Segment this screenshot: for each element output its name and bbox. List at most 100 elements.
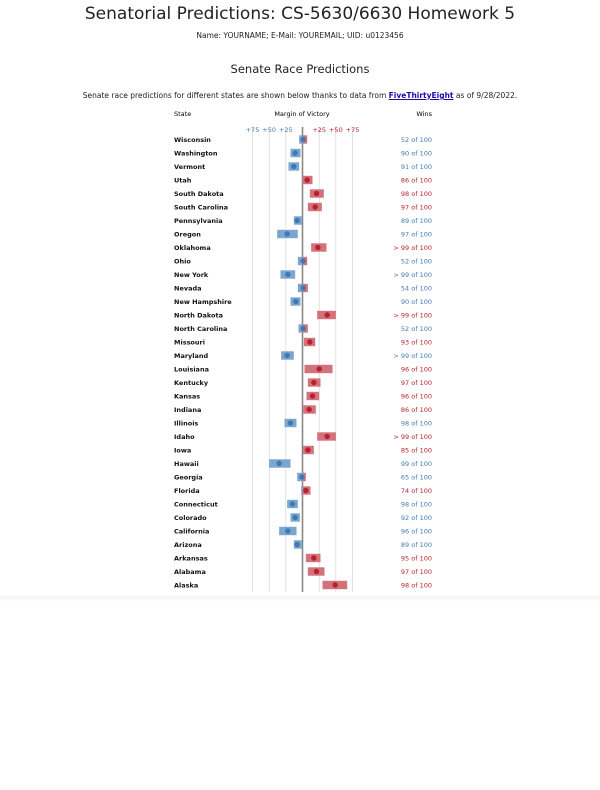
section-title: Senate Race Predictions [230,62,370,76]
wins-label: 99 of 100 [401,460,432,468]
margin-dot [316,366,322,372]
margin-dot [291,163,297,170]
wins-label: 97 of 100 [401,203,432,211]
state-row: Pennsylvania 89 of 100 [174,216,432,225]
margin-dot [276,460,282,467]
state-row: Utah 86 of 100 [174,175,432,184]
intro-before: Senate race predictions for different st… [82,91,389,100]
wins-label: > 99 of 100 [393,244,432,252]
wins-label: 65 of 100 [401,473,432,481]
wins-label: 98 of 100 [401,419,432,427]
state-row: Washington 90 of 100 [174,148,432,157]
state-row: Colorado 92 of 100 [174,513,432,522]
margin-dot [293,298,299,305]
wins-label: 86 of 100 [401,406,432,414]
state-label: Arkansas [174,554,208,562]
state-row: Georgia 65 of 100 [174,472,432,481]
state-label: Colorado [174,514,207,522]
margin-dot [284,231,290,237]
column-headers: State Margin of Victory Wins [174,110,433,118]
wins-label: 52 of 100 [401,136,432,144]
state-label: South Dakota [174,190,224,198]
state-row: Illinois 98 of 100 [174,418,432,427]
wins-label: > 99 of 100 [393,433,432,441]
wins-label: 98 of 100 [401,581,432,589]
margin-dot [300,325,306,332]
margin-dot [324,433,330,440]
margin-dot [313,190,320,197]
state-label: Idaho [174,433,195,441]
state-label: North Carolina [174,325,227,333]
margin-dot [304,177,310,183]
state-row: New Hampshire 90 of 100 [174,297,432,306]
state-row: New York > 99 of 100 [174,270,432,279]
intro-after: as of 9/28/2022. [453,91,518,100]
state-label: Kentucky [174,379,209,387]
wins-label: > 99 of 100 [393,271,432,279]
state-label: Washington [174,149,218,157]
state-row: Kansas 96 of 100 [174,391,432,400]
wins-label: 89 of 100 [401,217,432,225]
margin-dot [306,406,312,413]
wins-label: 90 of 100 [401,298,432,306]
state-row: California 96 of 100 [174,526,432,535]
margin-dot [294,541,300,548]
state-label: New York [174,271,209,279]
margin-dot [303,487,309,494]
state-row: Ohio 52 of 100 [174,256,432,266]
state-label: Indiana [174,406,201,414]
state-row: Missouri 93 of 100 [174,337,432,346]
wins-header: Wins [416,110,432,118]
wins-label: 86 of 100 [401,176,432,184]
wins-label: 97 of 100 [401,568,432,576]
margin-dot [309,393,316,399]
state-label: Louisiana [174,365,209,373]
state-row: North Carolina 52 of 100 [174,324,432,333]
margin-dot [300,258,306,264]
state-label: California [174,527,209,535]
state-label: Hawaii [174,460,199,468]
tick-label: +50 [329,126,343,134]
margin-dot [292,514,298,521]
state-label: South Carolina [174,203,228,211]
state-rows: Wisconsin 52 of 100 Washington 90 of 100 Ver… [174,135,432,589]
tick-label: +25 [312,126,326,134]
fivethirtyeight-link[interactable]: FiveThirtyEight [388,91,454,100]
margin-dot [285,271,291,278]
state-label: North Dakota [174,311,223,319]
margin-dot [313,568,320,575]
margin-dot [284,352,290,359]
wins-label: > 99 of 100 [393,311,432,319]
margin-dot [299,474,305,480]
wins-label: 96 of 100 [401,365,432,373]
wins-label: 97 of 100 [401,379,432,387]
state-label: Alaska [174,581,198,589]
wins-label: 74 of 100 [401,487,432,495]
tick-label: +25 [279,126,293,134]
margin-dot [311,555,317,561]
wins-label: 54 of 100 [401,284,432,292]
state-row: Arkansas 95 of 100 [174,553,432,562]
state-label: Vermont [174,163,205,171]
wins-label: 52 of 100 [401,325,432,333]
wins-label: 52 of 100 [401,257,432,265]
state-row: Alabama 97 of 100 [174,567,432,576]
state-label: Connecticut [174,500,218,508]
state-row: Hawaii 99 of 100 [174,459,432,468]
margin-dot [311,379,317,386]
state-row: Iowa 85 of 100 [174,445,432,454]
wins-label: 90 of 100 [401,149,432,157]
wins-label: 97 of 100 [401,230,432,238]
range-bar-dem [301,486,303,495]
wins-label: 91 of 100 [401,163,432,171]
wins-label: > 99 of 100 [393,352,432,360]
state-label: Illinois [174,419,198,427]
state-row: Wisconsin 52 of 100 [174,135,432,144]
range-bar-dem [297,283,303,293]
margin-dot [324,312,330,318]
margin-header: Margin of Victory [274,110,329,118]
state-row: Kentucky 97 of 100 [174,378,432,387]
margin-dot [294,217,300,224]
range-bar-dem [297,256,303,266]
wins-label: 96 of 100 [401,392,432,400]
